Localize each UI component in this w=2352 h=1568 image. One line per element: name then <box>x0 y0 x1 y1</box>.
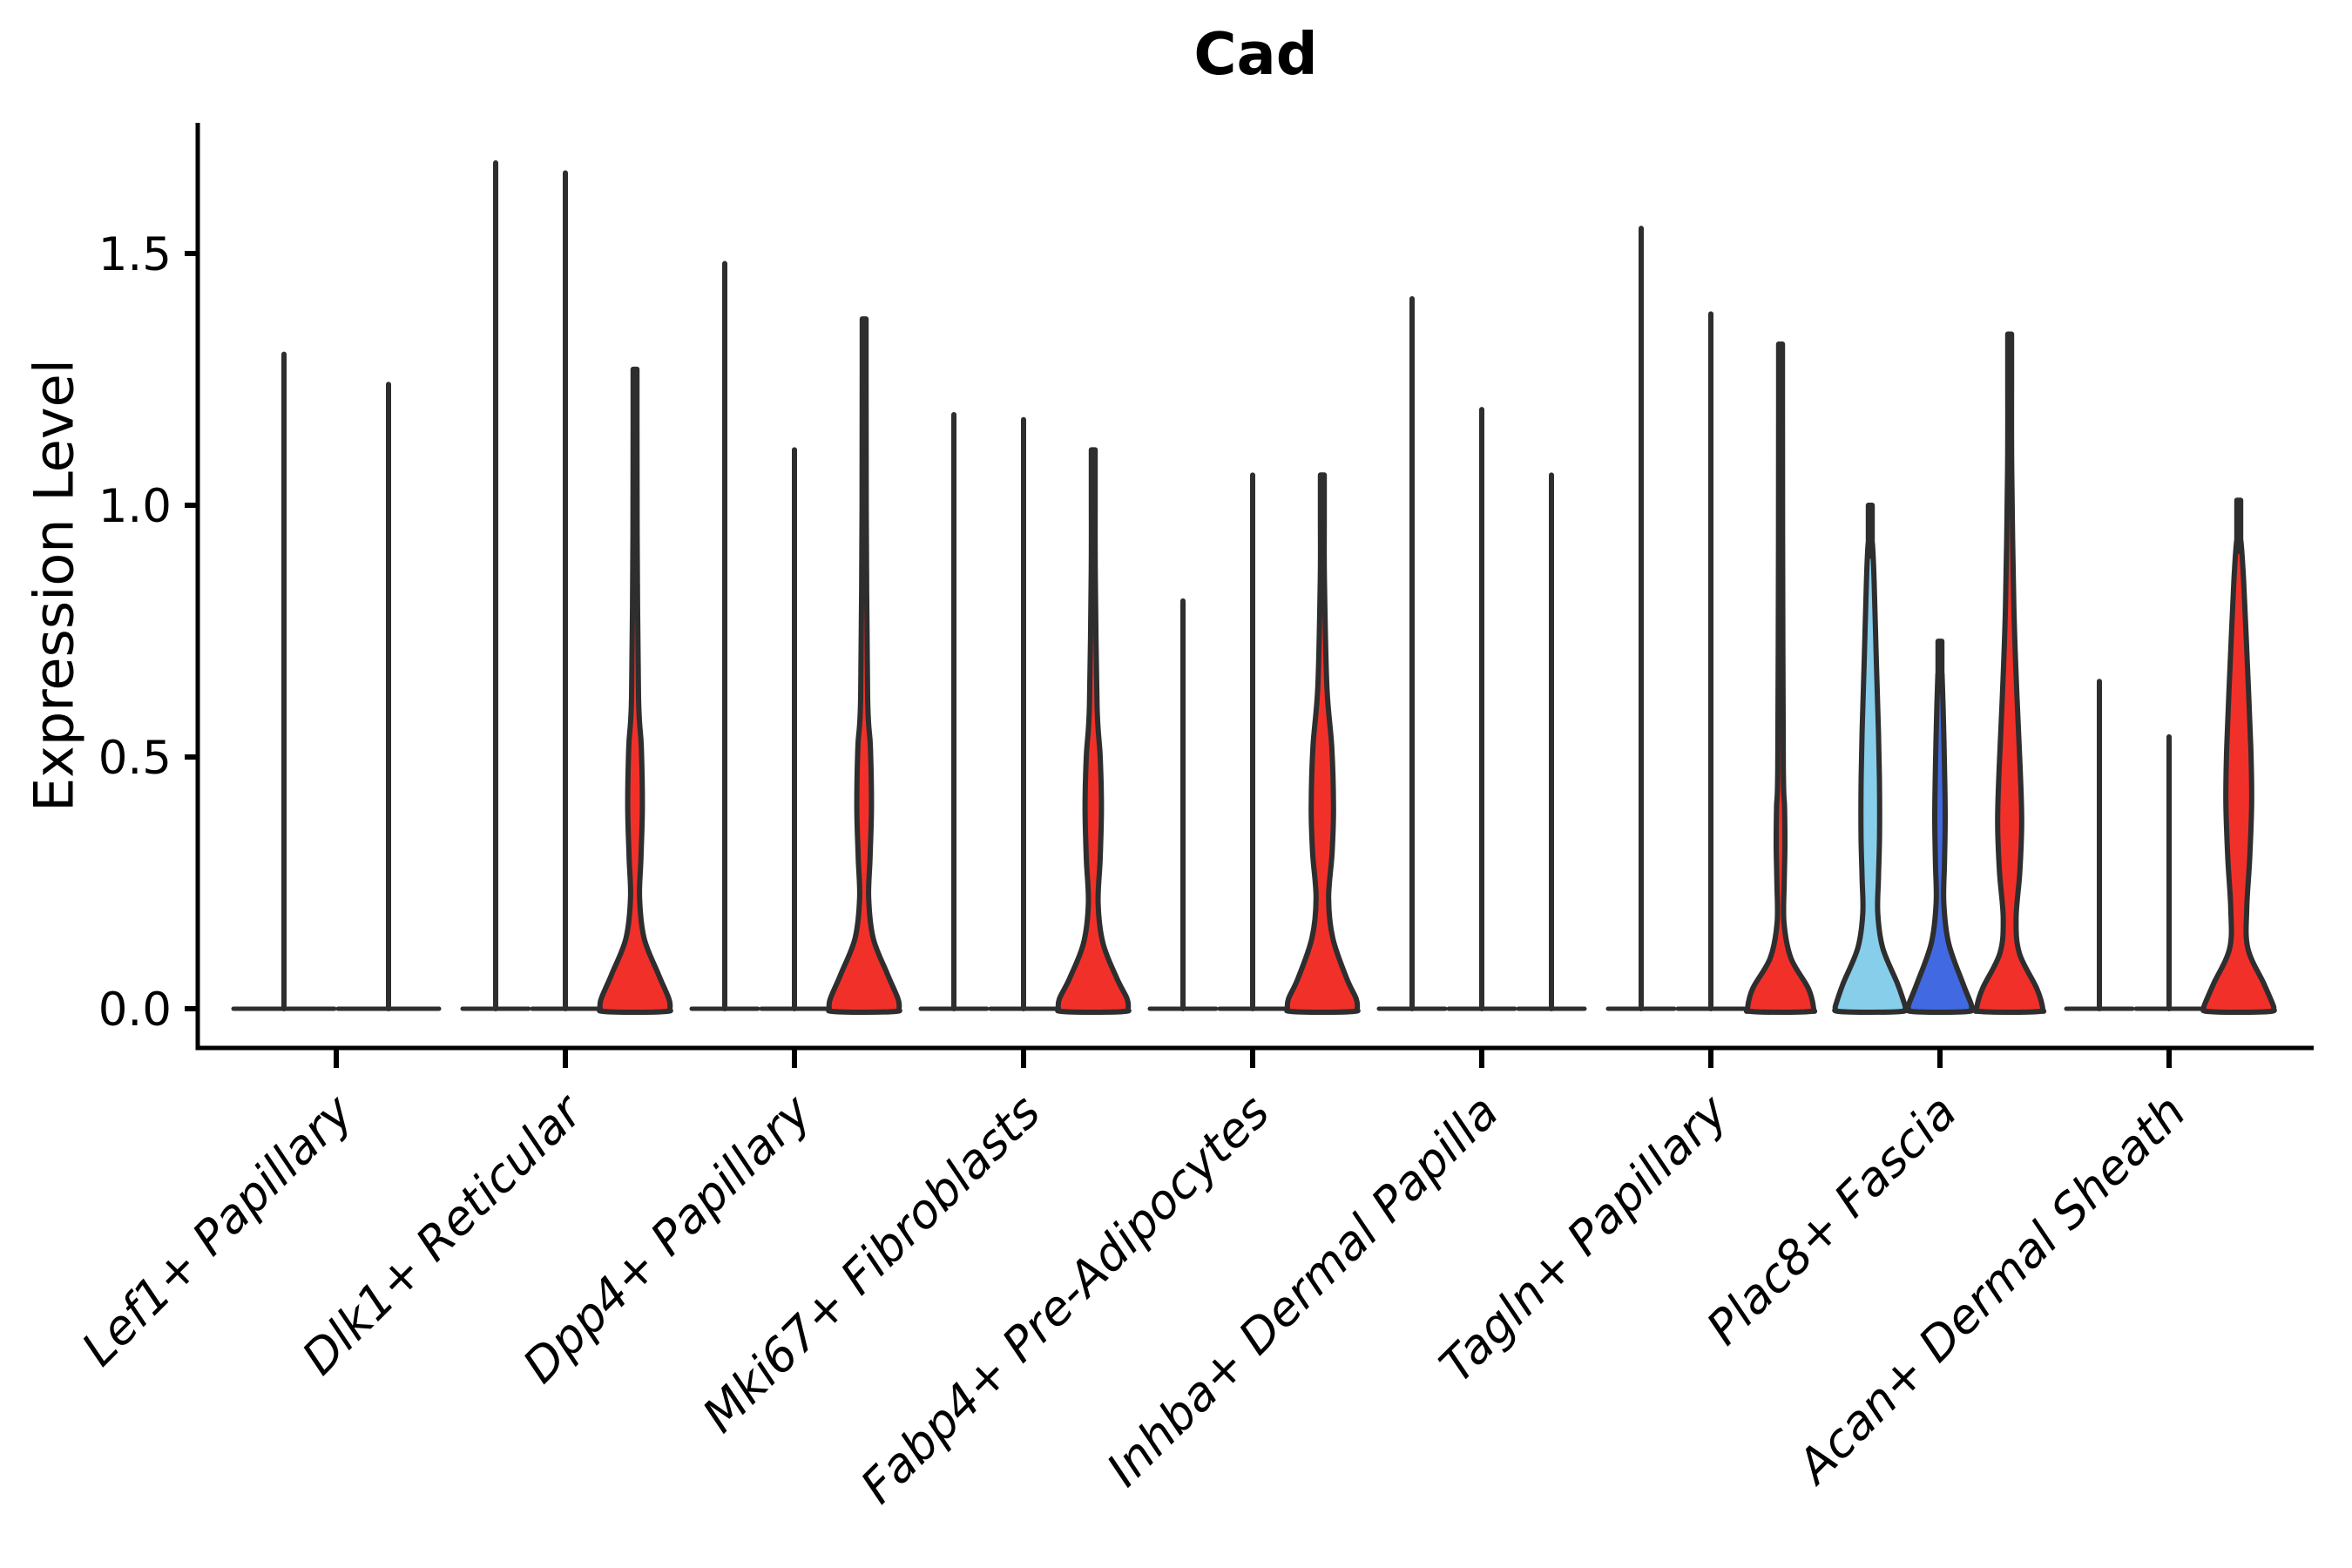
violin-3-2 <box>1055 447 1132 1015</box>
violin-4-2 <box>1284 472 1361 1015</box>
x-tick-label: Acan+ Dermal Sheath <box>1785 1085 2196 1496</box>
violin-7-2 <box>1972 331 2047 1015</box>
violin-7-0 <box>1832 503 1909 1015</box>
violin-6-2 <box>1743 341 1818 1015</box>
violin-2-2 <box>826 316 902 1015</box>
y-tick-label: 0.0 <box>98 983 172 1037</box>
x-tick-label: Inhba+ Dermal Papilla <box>1096 1085 1509 1497</box>
violin-8-2 <box>2200 497 2277 1015</box>
x-tick-label: Fabp4+ Pre-Adipocytes <box>850 1085 1280 1514</box>
violin-7-1 <box>1905 639 1975 1015</box>
chart-title: Cad <box>1193 20 1318 88</box>
y-tick-label: 0.5 <box>98 732 172 785</box>
y-tick-label: 1.5 <box>98 228 172 281</box>
y-tick-label: 1.0 <box>98 480 172 533</box>
violin-1-2 <box>597 366 673 1015</box>
